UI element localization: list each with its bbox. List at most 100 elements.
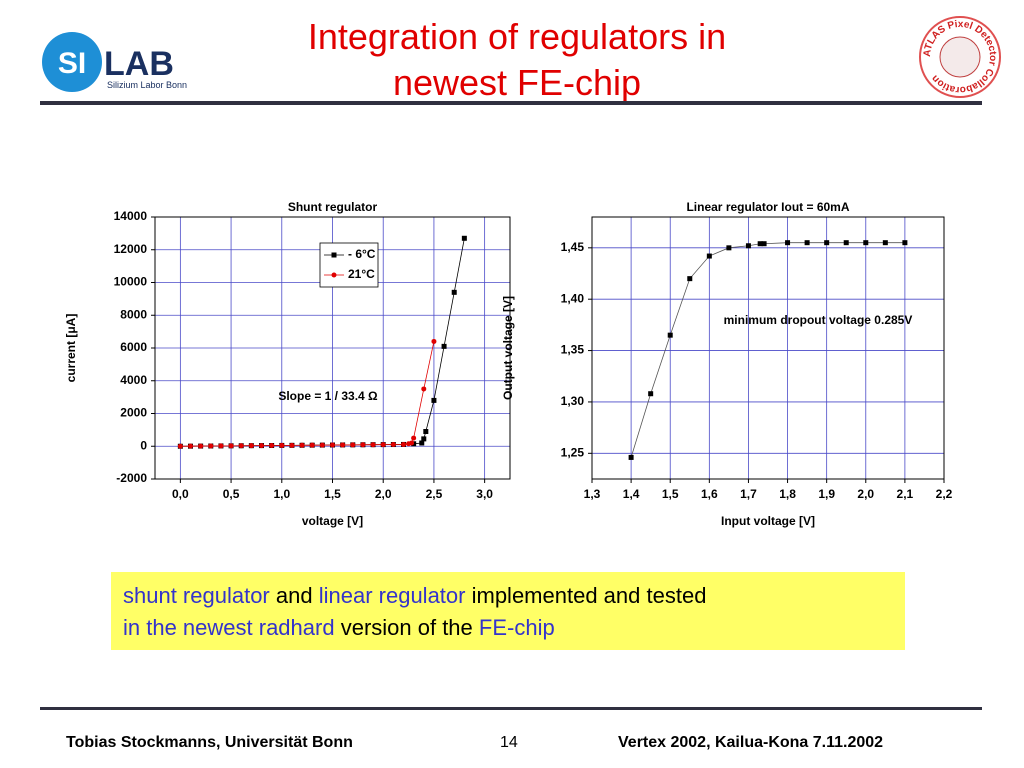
x-tick-label: 1,5 xyxy=(324,487,341,501)
x-tick-label: 1,5 xyxy=(662,487,679,501)
marker xyxy=(370,442,376,448)
y-tick-label: 8000 xyxy=(120,307,147,321)
y-tick-label: 1,30 xyxy=(561,394,585,408)
marker xyxy=(706,253,712,259)
x-tick-label: 2,0 xyxy=(857,487,874,501)
marker xyxy=(279,442,285,448)
marker xyxy=(461,235,467,241)
marker xyxy=(441,343,447,349)
marker xyxy=(785,240,791,246)
x-tick-label: 1,7 xyxy=(740,487,757,501)
chart-title: Shunt regulator xyxy=(288,200,378,214)
logo-right: ATLAS Pixel Detector Collaboration xyxy=(919,16,1001,98)
y-tick-label: 0 xyxy=(140,438,147,452)
series-line xyxy=(180,341,435,447)
x-tick-label: 1,9 xyxy=(818,487,835,501)
marker xyxy=(804,240,810,246)
marker xyxy=(331,272,337,278)
x-tick-label: 2,5 xyxy=(426,487,443,501)
marker xyxy=(667,332,673,338)
callout: shunt regulator and linear regulator imp… xyxy=(111,572,905,650)
plot-frame xyxy=(591,216,945,480)
chart-title: Linear regulator Iout = 60mA xyxy=(686,200,849,214)
marker xyxy=(259,443,264,449)
marker xyxy=(431,338,437,344)
slide-title: Integration of regulators in newest FE-c… xyxy=(307,16,727,103)
x-tick-label: 1,8 xyxy=(779,487,796,501)
marker xyxy=(228,443,234,449)
y-tick-label: 6000 xyxy=(120,340,147,354)
x-tick-label: 3,0 xyxy=(476,487,493,501)
charts: -2000 0 2000 4000 6000 8000 10000 12000 14000 0,0… xyxy=(64,200,952,528)
x-axis-label: Input voltage [V] xyxy=(721,514,815,528)
x-tick-label: 0,0 xyxy=(172,487,189,501)
logo-ring xyxy=(919,16,1001,98)
x-axis-label: voltage [V] xyxy=(302,514,363,528)
x-tick-label: 2,0 xyxy=(375,487,392,501)
marker xyxy=(269,443,275,449)
marker xyxy=(421,436,427,442)
marker xyxy=(824,240,830,246)
y-axis-label: current [μA] xyxy=(64,314,78,383)
plot-frame xyxy=(154,216,511,480)
y-tick-label: 1,40 xyxy=(561,291,585,305)
marker xyxy=(380,442,386,448)
plot-area xyxy=(592,217,944,479)
marker xyxy=(421,386,427,392)
y-tick-label: -2000 xyxy=(116,471,147,485)
footer-page: 14 xyxy=(500,734,518,751)
y-axis-label: Output voltage [V] xyxy=(501,296,515,400)
annotation: minimum dropout voltage 0.285V xyxy=(724,313,913,327)
y-tick-label: 10000 xyxy=(114,275,148,289)
annotation: Slope = 1 / 33.4 Ω xyxy=(278,389,378,403)
marker xyxy=(309,442,315,448)
marker xyxy=(687,276,693,282)
marker xyxy=(299,442,305,448)
marker xyxy=(331,252,337,258)
logo-circle xyxy=(42,32,102,92)
marker xyxy=(208,443,214,449)
x-tick-label: 0,5 xyxy=(223,487,240,501)
marker xyxy=(431,397,437,403)
x-tick-label: 1,6 xyxy=(701,487,718,501)
legend-label: 21°C xyxy=(348,267,375,281)
marker xyxy=(423,429,429,435)
marker xyxy=(451,289,457,295)
x-tick-label: 1,0 xyxy=(273,487,290,501)
legend-box xyxy=(319,242,379,288)
marker xyxy=(757,241,763,247)
marker xyxy=(340,442,346,448)
marker xyxy=(350,442,356,448)
logo-subtitle: Silizium Labor Bonn xyxy=(107,80,187,90)
x-tick-label: 2,1 xyxy=(897,487,914,501)
callout-segment: FE-chip xyxy=(478,615,555,640)
header-rule xyxy=(40,101,982,105)
marker xyxy=(330,442,335,448)
callout-segment: linear regulator xyxy=(318,583,466,608)
footer-rule xyxy=(40,707,982,710)
marker xyxy=(248,443,254,449)
marker xyxy=(882,240,888,246)
y-tick-label: 1,45 xyxy=(561,240,585,254)
marker xyxy=(238,443,244,449)
footer-author: Tobias Stockmanns, Universität Bonn xyxy=(66,734,353,751)
marker xyxy=(218,443,224,449)
marker xyxy=(863,240,869,246)
y-tick-label: 12000 xyxy=(114,242,148,256)
marker xyxy=(390,442,396,448)
marker xyxy=(401,441,406,447)
logo-mark: SI xyxy=(58,47,86,80)
callout-segment: shunt regulator xyxy=(123,583,270,608)
marker xyxy=(319,442,325,448)
marker xyxy=(177,443,183,449)
marker xyxy=(761,241,767,247)
logo-core xyxy=(939,36,981,78)
callout-segment: version of the xyxy=(340,615,473,640)
logo-word: LAB xyxy=(104,45,174,83)
callout-segment: in the newest radhard xyxy=(123,615,335,640)
marker xyxy=(289,442,295,448)
marker xyxy=(419,440,425,446)
y-tick-label: 2000 xyxy=(120,406,147,420)
y-tick-label: 1,25 xyxy=(561,445,585,459)
